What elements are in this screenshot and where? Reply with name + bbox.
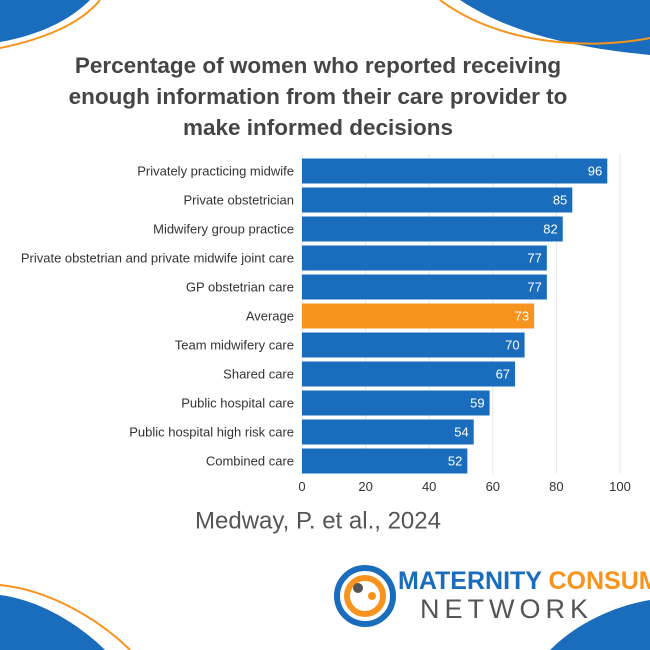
y-tick-label: Midwifery group practice [153,221,294,236]
bar [302,245,547,271]
logo-word: CONSUMER [548,567,650,595]
value-label: 77 [527,279,541,294]
bar [302,361,516,387]
x-tick-label: 80 [549,479,563,494]
logo-icon [334,565,396,627]
value-label: 52 [448,453,462,468]
y-tick-label: Privately practicing midwife [137,163,294,178]
decoration [0,0,101,49]
bar [302,332,525,358]
value-label: 73 [515,308,529,323]
value-label: 67 [496,366,510,381]
decoration [0,595,105,650]
decoration [0,584,131,650]
logo-ring [334,565,396,627]
value-label: 82 [543,221,557,236]
x-tick-label: 60 [486,479,500,494]
y-tick-label: Private obstetrian and private midwife j… [21,250,294,265]
value-label: 77 [527,250,541,265]
bar [302,303,535,329]
value-label: 85 [553,192,567,207]
decoration [550,600,650,650]
bar [302,216,563,242]
logo-line1: MATERNITY CONSUMER [398,567,650,595]
x-tick-label: 100 [609,479,631,494]
value-label: 54 [454,424,468,439]
bar [302,448,468,474]
bar [302,419,474,445]
y-tick-label: GP obstetrian care [186,279,294,294]
logo-line2: NETWORK [420,594,593,624]
bar [302,390,490,416]
x-tick-label: 40 [422,479,436,494]
decoration [460,0,650,55]
y-tick-label: Combined care [206,453,294,468]
y-tick-label: Shared care [223,366,294,381]
logo-head [368,592,376,600]
x-tick-label: 0 [298,479,305,494]
y-tick-label: Average [246,308,294,323]
logo-head [353,583,363,593]
y-tick-label: Public hospital care [181,395,294,410]
bar [302,158,608,184]
y-tick-label: Team midwifery care [175,337,294,352]
decoration [0,0,90,42]
logo-word: MATERNITY [398,567,542,595]
logo-ring [344,575,386,617]
x-tick-label: 20 [358,479,372,494]
value-label: 59 [470,395,484,410]
bar [302,274,547,300]
y-tick-label: Public hospital high risk care [129,424,294,439]
bar [302,187,573,213]
source: Medway, P. et al., 2024 [195,507,441,534]
y-tick-label: Private obstetrician [183,192,294,207]
decoration [439,0,650,45]
value-label: 70 [505,337,519,352]
value-label: 96 [588,163,602,178]
chart-title: Percentage of women who reported receivi… [68,53,568,140]
